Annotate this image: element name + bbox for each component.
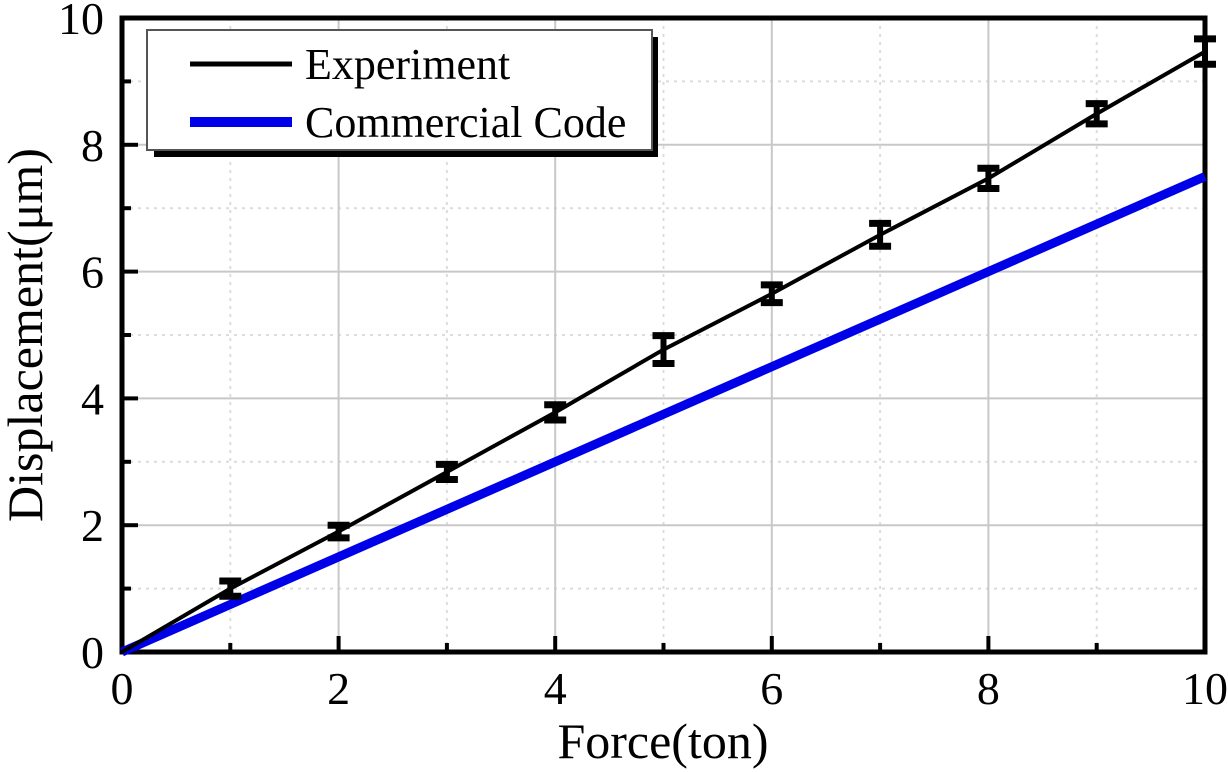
- error-bar: [1194, 35, 1216, 68]
- error-bar: [1085, 100, 1108, 128]
- x-tick-label: 4: [544, 663, 567, 714]
- x-tick-label: 2: [327, 663, 350, 714]
- x-tick-labels: 0 2 4 6 8 10: [111, 663, 1228, 714]
- error-bar: [327, 521, 350, 542]
- x-tick-label: 6: [760, 663, 783, 714]
- error-bar: [869, 219, 892, 250]
- y-tick-label: 6: [81, 247, 104, 298]
- legend-label-experiment: Experiment: [305, 40, 510, 89]
- experiment-error-bars: [219, 35, 1216, 600]
- error-bar: [760, 281, 783, 307]
- error-bar: [435, 460, 458, 484]
- x-tick-label: 8: [977, 663, 1000, 714]
- y-tick-label: 4: [81, 373, 104, 424]
- y-tick-label: 2: [81, 500, 104, 551]
- y-tick-label: 0: [81, 627, 104, 678]
- x-axis-title: Force(ton): [557, 713, 768, 769]
- error-bar: [652, 332, 675, 368]
- y-axis-title: Displacement(μm): [0, 148, 53, 522]
- error-bar: [544, 401, 567, 424]
- y-tick-label: 10: [58, 0, 104, 44]
- x-tick-label: 10: [1182, 663, 1228, 714]
- y-tick-label: 8: [81, 120, 104, 171]
- axis-ticks: [120, 16, 1207, 654]
- legend-box: [146, 29, 653, 151]
- error-bar: [219, 577, 242, 600]
- error-bar: [977, 164, 1000, 193]
- line-commercial-code: [120, 172, 1207, 657]
- legend-label-commercial-code: Commercial Code: [305, 98, 626, 147]
- series-commercial-code: [120, 172, 1207, 657]
- x-tick-label: 0: [111, 663, 134, 714]
- y-tick-labels: 0 2 4 6 8 10: [58, 0, 104, 678]
- legend[interactable]: Experiment Commercial Code: [146, 29, 658, 157]
